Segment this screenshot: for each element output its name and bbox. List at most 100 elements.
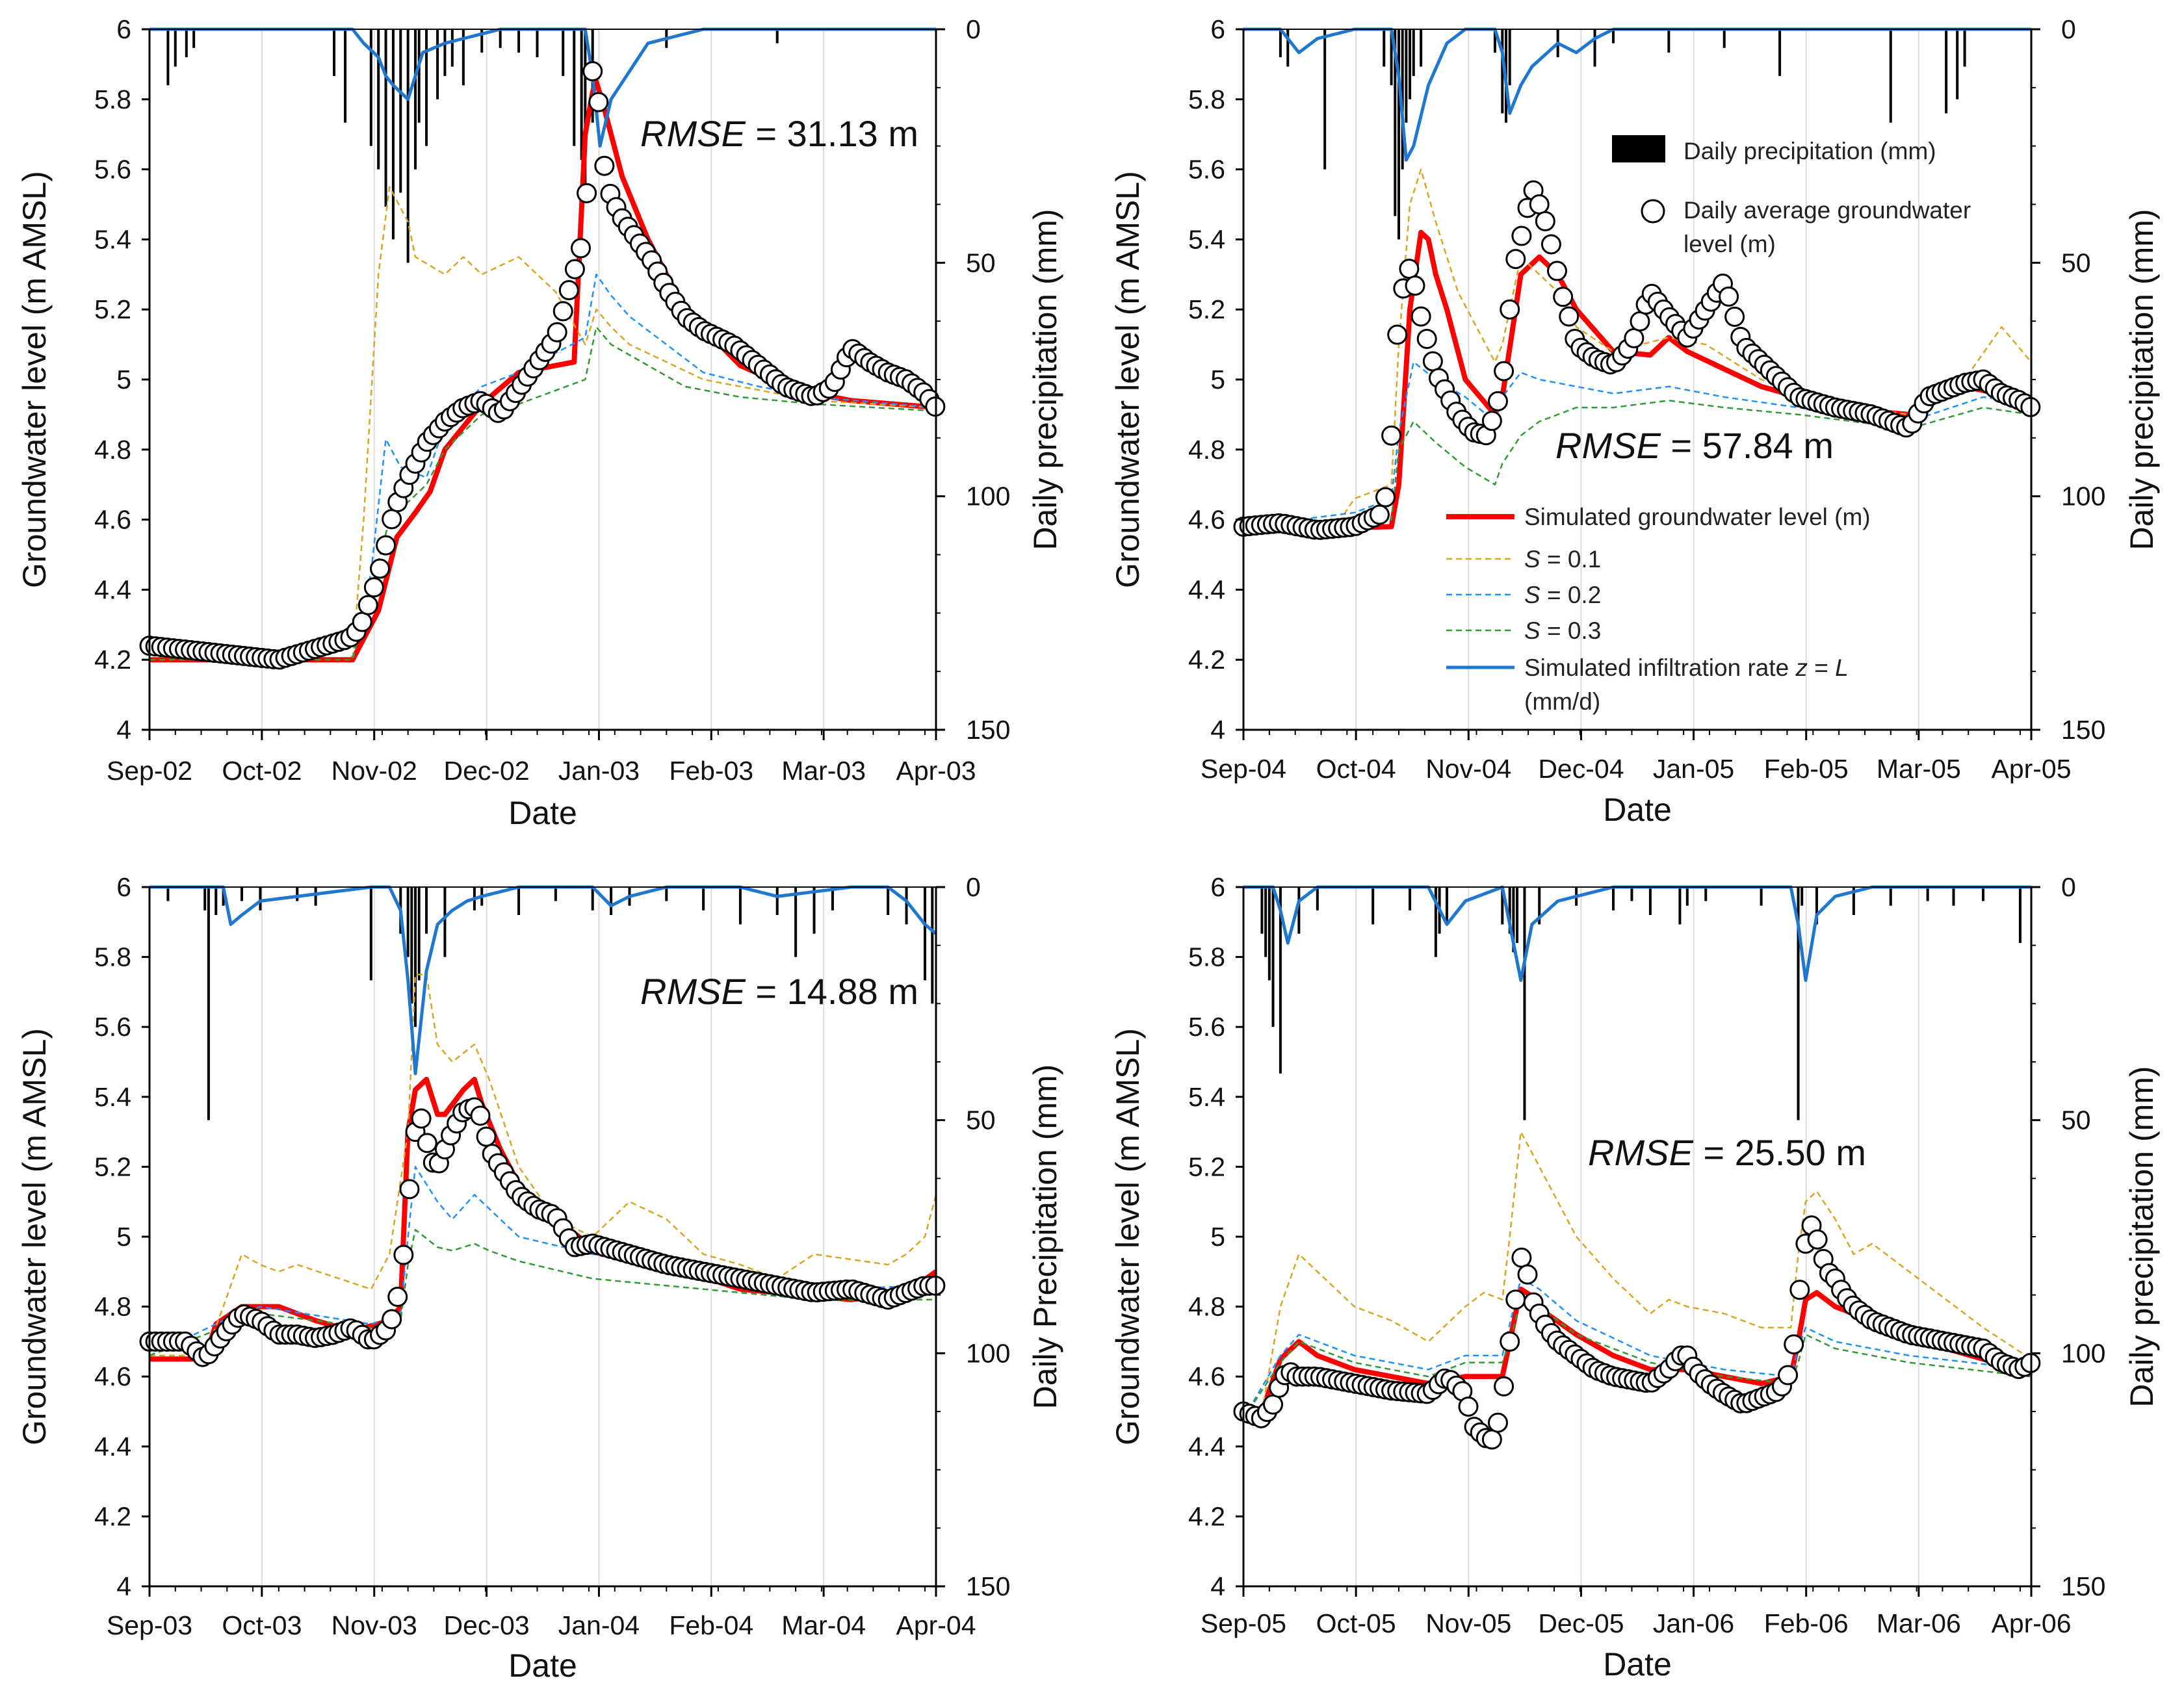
- series-line-s-3: [149, 1228, 936, 1357]
- legend: Daily precipitation (mm) Daily average gr…: [1446, 135, 1971, 715]
- observed-point: [564, 259, 585, 279]
- chart-panel-top-left: 4 4.2 4.4 4.6 4.8 5 5.2 5.4 5.6 5.8 6 0 50 100 150 Sep-…: [16, 14, 1063, 831]
- x-tick-label: Sep-05: [1201, 1608, 1286, 1638]
- x-tick-label: Jan-04: [558, 1610, 640, 1640]
- x-tick-label: Apr-04: [896, 1610, 976, 1640]
- series-line-simulated: [1242, 1286, 2032, 1421]
- y-tick-label: 5.2: [1188, 294, 1225, 324]
- observed-point: [1487, 1412, 1508, 1433]
- y-tick-label: 5: [116, 1222, 131, 1252]
- observed-point: [577, 183, 597, 203]
- legend-s3-val: = 0.3: [1540, 617, 1602, 644]
- series-line-s-1: [150, 186, 937, 661]
- y-tick-label: 5.8: [1188, 942, 1225, 972]
- x-tick-label: Oct-03: [222, 1610, 302, 1640]
- x-tick-label: Apr-06: [1991, 1608, 2071, 1638]
- observed-point: [1500, 1331, 1520, 1352]
- observed-point: [1559, 306, 1580, 327]
- observed-point: [352, 612, 372, 632]
- y-tick-label: 4.8: [94, 435, 131, 465]
- series-line-s-3: [1243, 400, 2032, 528]
- y-tick-label: 4.2: [94, 1501, 131, 1531]
- y2-axis-label: Daily precipitation (mm): [2124, 209, 2160, 550]
- y-tick-label: 5.8: [94, 84, 131, 114]
- observed-point: [1487, 391, 1508, 411]
- observed-point: [1807, 1229, 1828, 1250]
- y-tick-label: 4.6: [1188, 1361, 1225, 1391]
- y2-tick-label: 150: [2061, 1571, 2105, 1601]
- y-tick-label: 6: [1210, 872, 1225, 902]
- observed-point: [399, 1179, 420, 1200]
- y-tick-label: 4: [1210, 1571, 1225, 1601]
- observed-point: [1719, 286, 1739, 307]
- y-tick-label: 5.4: [94, 1082, 131, 1112]
- observed-point: [1369, 504, 1390, 525]
- x-tick-label: Mar-03: [781, 756, 866, 786]
- x-tick-label: Apr-03: [896, 756, 976, 786]
- y2-tick-label: 100: [966, 1338, 1010, 1368]
- y-tick-label: 5.4: [1188, 224, 1225, 254]
- x-tick-label: Sep-04: [1201, 754, 1286, 784]
- series-line-infiltration: [1243, 27, 2031, 162]
- observed-point: [1517, 1264, 1538, 1285]
- x-tick-label: Nov-05: [1425, 1608, 1511, 1638]
- legend-observed-label-2: level (m): [1684, 231, 1776, 257]
- legend-precip-swatch: [1612, 135, 1665, 162]
- x-tick-label: Mar-04: [781, 1610, 866, 1640]
- observed-point: [369, 558, 390, 579]
- observed-point: [1505, 249, 1526, 270]
- y-tick-label: 5.6: [94, 1012, 131, 1042]
- observed-point: [1263, 1394, 1284, 1415]
- y-tick-label: 5.4: [94, 224, 131, 254]
- observed-point: [470, 1105, 491, 1126]
- observed-point: [476, 1126, 497, 1147]
- x-tick-label: Nov-04: [1425, 754, 1511, 784]
- y-tick-label: 4: [116, 715, 131, 745]
- observed-point: [363, 577, 384, 598]
- y-tick-label: 5.6: [1188, 155, 1225, 185]
- series-line-infiltration: [150, 885, 937, 1076]
- series-line-infiltration: [150, 27, 936, 148]
- observed-point: [1375, 487, 1396, 508]
- y-tick-label: 5.8: [1188, 84, 1225, 114]
- y-tick-label: 4.4: [1188, 1432, 1225, 1462]
- y-axis-label: Groundwater level (m AMSL): [16, 1028, 53, 1445]
- observed-point: [1494, 1376, 1514, 1397]
- series-line-s-3: [1242, 1298, 2032, 1419]
- y-tick-label: 5.8: [94, 942, 131, 972]
- rmse-annotation: RMSE = 25.50 m: [1588, 1132, 1866, 1173]
- y-tick-label: 5.4: [1188, 1082, 1225, 1112]
- y-tick-label: 4.4: [94, 1432, 131, 1462]
- observed-point: [1399, 259, 1420, 279]
- y-tick-label: 4.8: [1188, 1292, 1225, 1322]
- y-tick-label: 5: [116, 365, 131, 394]
- rmse-value: = 57.84 m: [1661, 425, 1834, 466]
- x-tick-label: Feb-05: [1764, 754, 1849, 784]
- y-tick-label: 4.4: [1188, 574, 1225, 604]
- y2-tick-label: 150: [2061, 715, 2105, 745]
- observed-point: [382, 1309, 402, 1330]
- y-tick-label: 4.8: [1188, 435, 1225, 465]
- observed-point: [1381, 425, 1402, 446]
- y-tick-label: 5.2: [94, 1152, 131, 1181]
- legend-s2-val: = 0.2: [1540, 582, 1602, 608]
- observed-point: [417, 1133, 437, 1154]
- y2-axis-label: Daily precipitation (mm): [1027, 209, 1063, 550]
- y2-tick-label: 100: [966, 482, 1010, 511]
- y2-tick-label: 0: [2061, 872, 2076, 902]
- y-tick-label: 4.4: [94, 574, 131, 604]
- x-tick-label: Oct-02: [222, 756, 302, 786]
- observed-point: [1405, 276, 1425, 296]
- rmse-annotation: RMSE = 14.88 m: [640, 971, 918, 1012]
- chart-panel-bottom-right: 4 4.2 4.4 4.6 4.8 5 5.2 5.4 5.6 5.8 6 0 50 100 150 Sep-…: [1110, 872, 2160, 1683]
- observed-point: [594, 155, 615, 176]
- legend-s2-var: S: [1524, 582, 1540, 608]
- y-tick-label: 6: [116, 872, 131, 902]
- observed-point: [588, 92, 609, 112]
- observed-point: [1481, 411, 1502, 432]
- observed-point: [1529, 194, 1550, 214]
- x-tick-label: Nov-03: [332, 1610, 417, 1640]
- x-tick-label: Sep-03: [107, 1610, 192, 1640]
- y-axis-label: Groundwater level (m AMSL): [1110, 1028, 1146, 1445]
- series-line-s-3: [150, 326, 937, 661]
